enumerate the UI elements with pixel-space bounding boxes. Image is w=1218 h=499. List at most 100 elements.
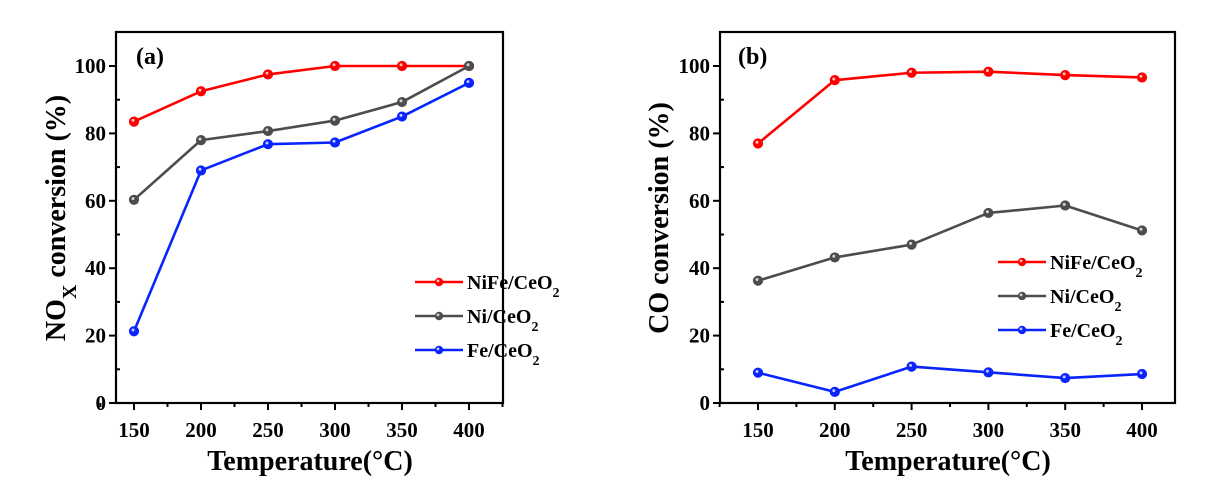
data-point <box>396 60 408 72</box>
data-point-highlight <box>1139 371 1143 375</box>
panel-label: (a) <box>136 44 164 70</box>
data-point <box>829 75 840 86</box>
data-point-highlight <box>198 167 202 171</box>
legend-label: Fe/CeO2 <box>1050 320 1123 349</box>
legend-marker <box>1017 325 1027 335</box>
data-point <box>1136 368 1148 380</box>
data-point-highlight <box>399 113 403 117</box>
data-point-highlight <box>832 389 836 393</box>
y-tick-label: 40 <box>689 256 710 280</box>
series-line <box>133 64 469 123</box>
series-fe-ceo2 <box>752 361 1148 397</box>
data-point <box>329 137 341 148</box>
data-point <box>906 361 917 372</box>
legend-label: NiFe/CeO2 <box>467 272 560 301</box>
data-point-highlight <box>332 139 336 143</box>
legend-label: Ni/CeO2 <box>1050 286 1121 315</box>
data-point <box>906 67 917 78</box>
legend-item: Ni/CeO2 <box>415 306 538 335</box>
legend-label-sub: 2 <box>533 354 540 369</box>
legend-marker-highlight <box>1019 327 1023 331</box>
y-tick-label: 80 <box>85 121 106 145</box>
x-tick-label: 400 <box>1126 418 1158 442</box>
legend-label-sub: 2 <box>1116 334 1123 349</box>
x-tick-label: 150 <box>118 418 150 442</box>
series-line <box>757 365 1143 394</box>
data-point-highlight <box>198 137 202 141</box>
series-line <box>757 204 1143 282</box>
data-point-highlight <box>909 70 913 74</box>
x-tick-label: 200 <box>819 418 851 442</box>
data-point-highlight <box>332 117 336 121</box>
x-axis-title: Temperature(°C) <box>845 446 1051 477</box>
y-tick-label: 100 <box>679 54 711 78</box>
data-point <box>128 326 140 337</box>
data-point <box>1060 200 1071 211</box>
data-point-highlight <box>755 140 759 144</box>
legend-label-sub: 2 <box>553 286 560 301</box>
data-point-highlight <box>1062 375 1066 379</box>
series-ni-ceo2 <box>752 200 1148 286</box>
data-point-highlight <box>131 328 135 332</box>
y-axis-title-sub: X <box>59 284 81 299</box>
legend-marker <box>1017 291 1027 301</box>
series-nife-ceo2 <box>128 60 475 127</box>
legend-label-sub: 2 <box>531 320 538 335</box>
data-point-highlight <box>265 141 269 145</box>
data-point <box>983 207 994 219</box>
series-fe-ceo2 <box>128 77 475 337</box>
x-axis-title: Temperature(°C) <box>207 446 413 477</box>
y-tick-label: 60 <box>689 189 710 213</box>
data-point <box>262 125 274 137</box>
data-point <box>906 239 917 250</box>
y-tick-label: 20 <box>85 324 106 348</box>
data-point-highlight <box>755 369 759 373</box>
data-point-highlight <box>832 254 836 258</box>
legend-marker-highlight <box>1019 259 1023 263</box>
legend-label: NiFe/CeO2 <box>1050 252 1143 281</box>
legend-label: Fe/CeO2 <box>467 340 540 369</box>
x-tick-label: 150 <box>742 418 774 442</box>
data-point <box>329 60 341 72</box>
legend-label-main: NiFe/CeO <box>467 272 553 294</box>
legend-marker-highlight <box>436 313 440 317</box>
data-point-highlight <box>909 363 913 367</box>
legend-item: NiFe/CeO2 <box>415 272 560 301</box>
y-tick-label: 0 <box>700 391 711 415</box>
series-ni-ceo2 <box>128 60 475 205</box>
data-point-highlight <box>332 63 336 67</box>
data-point-highlight <box>832 77 836 81</box>
data-point <box>829 386 840 397</box>
legend-marker-highlight <box>436 347 440 351</box>
legend-item: NiFe/CeO2 <box>998 252 1143 281</box>
legend-label-main: Fe/CeO <box>1050 320 1116 342</box>
data-point <box>463 77 475 88</box>
x-tick-label: 350 <box>386 418 418 442</box>
legend-label-main: Ni/CeO <box>1050 286 1114 308</box>
x-tick-label: 300 <box>319 418 351 442</box>
legend-label-main: Fe/CeO <box>467 340 533 362</box>
data-point <box>752 367 764 378</box>
legend-label: Ni/CeO2 <box>467 306 538 335</box>
series-nife-ceo2 <box>752 66 1148 149</box>
data-point <box>463 60 475 72</box>
legend-marker <box>434 277 444 287</box>
data-point <box>983 367 994 378</box>
data-point-highlight <box>985 369 989 373</box>
x-tick-label: 200 <box>185 418 217 442</box>
legend-marker <box>434 345 444 355</box>
data-point-highlight <box>985 69 989 73</box>
y-axis-title-rest: conversion (%) <box>41 95 72 285</box>
data-point <box>128 194 140 205</box>
x-tick-label: 300 <box>973 418 1005 442</box>
data-point <box>829 252 840 263</box>
legend-label-main: NiFe/CeO <box>1050 252 1136 274</box>
y-tick-label: 20 <box>689 324 710 348</box>
data-point <box>752 275 764 286</box>
data-point <box>1136 225 1148 236</box>
legend-marker-highlight <box>436 279 440 283</box>
data-point-highlight <box>909 241 913 245</box>
data-point <box>329 115 341 126</box>
legend-label-sub: 2 <box>1114 300 1121 315</box>
